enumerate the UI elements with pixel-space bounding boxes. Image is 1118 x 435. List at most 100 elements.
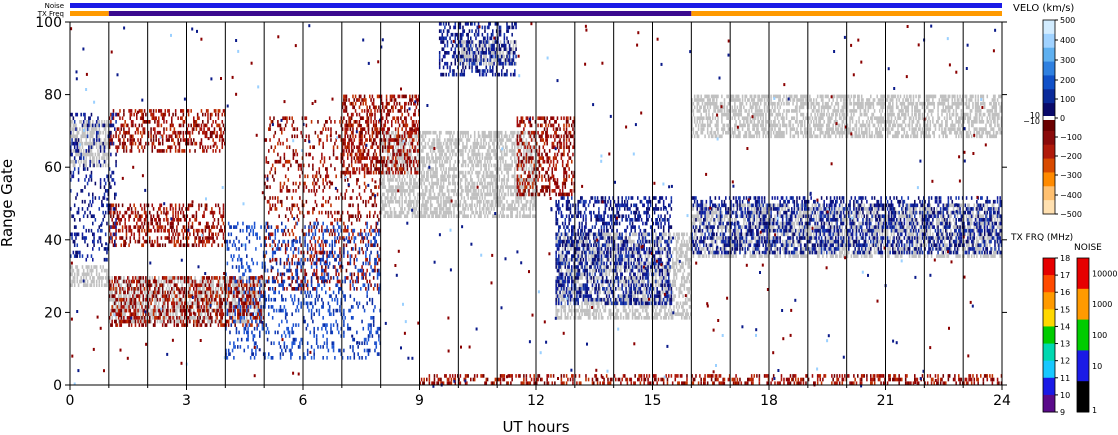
echo-cell xyxy=(226,301,229,306)
echo-cell xyxy=(392,159,394,164)
echo-cell xyxy=(174,301,177,306)
echo-cell xyxy=(445,156,447,160)
echo-cell xyxy=(432,210,434,215)
echo-cell xyxy=(93,127,95,131)
echo-cell xyxy=(110,308,112,313)
echo-cell xyxy=(683,287,686,291)
echo-cell xyxy=(106,268,108,273)
echo-cell xyxy=(458,149,460,153)
echo-cell xyxy=(617,254,620,258)
echo-cell xyxy=(631,308,634,313)
echo-cell xyxy=(71,272,73,277)
echo-cell xyxy=(572,257,574,262)
echo-cell xyxy=(617,287,620,291)
echo-cell xyxy=(560,265,563,269)
echo-cell xyxy=(723,218,726,222)
echo-cell xyxy=(99,276,102,280)
echo-cell xyxy=(533,170,535,175)
echo-cell xyxy=(642,268,644,273)
echo-cell xyxy=(397,199,400,204)
echo-cell xyxy=(150,308,152,313)
echo-cell xyxy=(481,207,484,211)
echo-cell xyxy=(436,156,438,160)
echo-cell xyxy=(406,210,409,215)
echo-cell xyxy=(437,214,440,219)
echo-cell xyxy=(435,156,437,160)
echo-cell xyxy=(511,203,513,208)
echo-cell xyxy=(235,283,238,288)
echo-cell xyxy=(693,247,696,251)
echo-cell xyxy=(405,199,407,204)
echo-cell xyxy=(141,283,143,288)
echo-cell xyxy=(413,199,415,204)
echo-cell xyxy=(441,189,444,193)
echo-cell xyxy=(396,185,398,189)
echo-cell xyxy=(392,185,394,189)
echo-cell xyxy=(715,243,718,248)
echo-cell xyxy=(502,189,504,193)
echo-cell xyxy=(572,276,574,280)
echo-cell xyxy=(499,159,502,164)
echo-cell xyxy=(79,120,81,124)
echo-cell xyxy=(397,214,400,219)
echo-cell xyxy=(524,203,526,208)
echo-cell xyxy=(512,152,515,157)
echo-cell xyxy=(598,316,600,320)
echo-cell xyxy=(137,301,139,306)
echo-cell xyxy=(608,290,611,295)
echo-cell xyxy=(691,203,693,208)
echo-cell xyxy=(675,287,678,291)
echo-cell xyxy=(616,232,618,237)
echo-cell xyxy=(789,254,792,258)
echo-cell xyxy=(435,214,437,219)
echo-cell xyxy=(640,239,643,244)
echo-cell xyxy=(611,257,613,262)
echo-cell xyxy=(581,312,583,317)
echo-cell xyxy=(444,170,446,175)
echo-cell xyxy=(501,149,503,153)
echo-cell xyxy=(400,185,402,189)
echo-cell xyxy=(686,250,688,255)
echo-cell xyxy=(398,199,401,204)
echo-cell xyxy=(415,134,418,139)
echo-cell xyxy=(682,308,684,313)
echo-cell xyxy=(107,138,110,142)
echo-cell xyxy=(493,138,495,142)
echo-cell xyxy=(467,130,469,135)
echo-cell xyxy=(475,141,477,146)
echo-cell xyxy=(569,287,572,291)
echo-cell xyxy=(563,236,565,240)
echo-cell xyxy=(533,149,535,153)
echo-cell xyxy=(427,167,429,171)
echo-cell xyxy=(459,210,462,215)
echo-cell xyxy=(472,163,475,168)
echo-cell xyxy=(699,254,701,258)
echo-cell xyxy=(123,301,125,306)
echo-cell xyxy=(428,181,431,186)
echo-cell xyxy=(429,149,432,153)
echo-cell xyxy=(391,178,393,182)
echo-cell xyxy=(187,305,190,309)
echo-cell xyxy=(626,261,629,266)
echo-cell xyxy=(564,301,567,306)
echo-cell xyxy=(248,305,251,309)
echo-cell xyxy=(476,163,479,168)
echo-cell xyxy=(749,250,752,255)
echo-cell xyxy=(488,163,490,168)
echo-cell xyxy=(681,279,683,284)
echo-cell xyxy=(419,159,422,164)
echo-cell xyxy=(599,268,601,273)
echo-cell xyxy=(436,185,438,189)
echo-cell xyxy=(534,134,537,139)
echo-cell xyxy=(565,261,568,266)
echo-cell xyxy=(583,308,586,313)
echo-cell xyxy=(411,189,414,193)
echo-cell xyxy=(683,243,686,248)
echo-cell xyxy=(568,236,570,240)
echo-cell xyxy=(497,159,499,164)
echo-cell xyxy=(609,308,612,313)
echo-cell xyxy=(440,199,442,204)
echo-cell xyxy=(217,319,220,324)
echo-cell xyxy=(117,319,120,324)
echo-cell xyxy=(624,254,626,258)
